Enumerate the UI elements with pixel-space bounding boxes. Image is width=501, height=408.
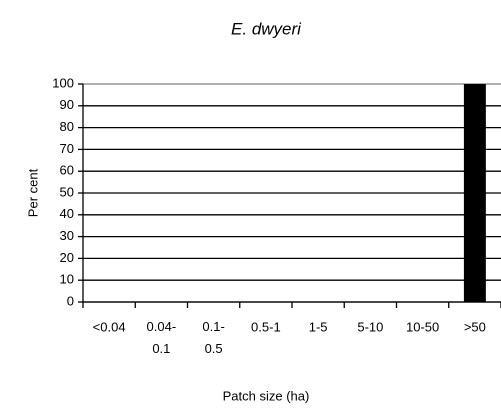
x-tick-label: 10-50 (406, 319, 439, 334)
y-tick-label: 40 (60, 206, 74, 221)
x-tick-label: 5-10 (357, 319, 383, 334)
y-tick-label: 70 (60, 141, 74, 156)
bar (463, 84, 486, 302)
y-tick-label: 30 (60, 228, 74, 243)
y-tick-label: 80 (60, 119, 74, 134)
y-tick-label: 20 (60, 250, 74, 265)
x-tick-label: 0.5-1 (251, 319, 281, 334)
y-axis-label: Per cent (25, 168, 40, 217)
x-tick-label: 0.1-0.5 (202, 319, 224, 356)
x-tick-label: <0.04 (93, 319, 126, 334)
x-tick-label: >50 (464, 319, 486, 334)
chart-title: E. dwyeri (231, 19, 302, 38)
y-tick-label: 100 (52, 75, 74, 90)
y-tick-label: 0 (67, 293, 74, 308)
x-tick-label: 1-5 (309, 319, 328, 334)
y-tick-label: 60 (60, 163, 74, 178)
y-tick-label: 90 (60, 97, 74, 112)
y-tick-label: 10 (60, 272, 74, 287)
y-tick-label: 50 (60, 184, 74, 199)
x-axis-label: Patch size (ha) (223, 388, 310, 403)
x-tick-label: 0.04-0.1 (147, 319, 177, 356)
